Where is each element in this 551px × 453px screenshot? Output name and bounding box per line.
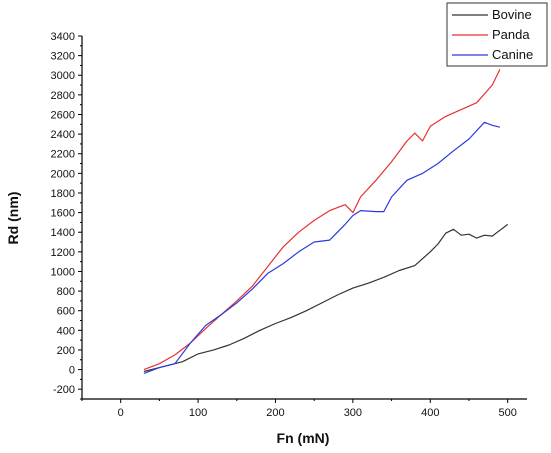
y-tick-label: 2000 bbox=[51, 168, 75, 180]
y-tick-label: 800 bbox=[57, 286, 75, 298]
y-tick-label: 3400 bbox=[51, 31, 75, 43]
x-tick-label: 300 bbox=[344, 407, 362, 419]
y-tick-label: 1600 bbox=[51, 208, 75, 220]
y-tick-label: 200 bbox=[57, 345, 75, 357]
y-tick-label: 3000 bbox=[51, 70, 75, 82]
y-tick-label: 1400 bbox=[51, 227, 75, 239]
series-line-bovine bbox=[143, 223, 509, 373]
y-tick-label: 2400 bbox=[51, 129, 75, 141]
y-tick-label: 600 bbox=[57, 306, 75, 318]
y-tick-label: 2200 bbox=[51, 149, 75, 161]
legend: Bovine Panda Canine bbox=[446, 2, 548, 67]
y-tick-label: -200 bbox=[53, 384, 75, 396]
legend-label-bovine: Bovine bbox=[492, 7, 532, 22]
series-line-canine bbox=[143, 121, 501, 375]
y-tick-label: 1200 bbox=[51, 247, 75, 259]
x-tick-label: 0 bbox=[118, 407, 124, 419]
y-tick-label: 2600 bbox=[51, 109, 75, 121]
series-lines bbox=[143, 69, 509, 375]
y-tick-label: 0 bbox=[69, 365, 75, 377]
y-tick-label: 1000 bbox=[51, 266, 75, 278]
y-axis-title: Rd (nm) bbox=[5, 192, 21, 245]
y-tick-label: 1800 bbox=[51, 188, 75, 200]
x-tick-label: 400 bbox=[421, 407, 439, 419]
x-tick-label: 200 bbox=[266, 407, 284, 419]
x-tick-label: 500 bbox=[498, 407, 516, 419]
series-line-panda bbox=[143, 69, 501, 371]
x-tick-label: 100 bbox=[189, 407, 207, 419]
y-tick-label: 2800 bbox=[51, 90, 75, 102]
x-axis-title: Fn (mN) bbox=[277, 430, 330, 446]
y-tick-label: 400 bbox=[57, 325, 75, 337]
axes: -200020040060080010001200140016001800200… bbox=[51, 31, 527, 419]
legend-label-panda: Panda bbox=[492, 27, 530, 42]
legend-label-canine: Canine bbox=[492, 47, 533, 62]
y-tick-label: 3200 bbox=[51, 51, 75, 63]
